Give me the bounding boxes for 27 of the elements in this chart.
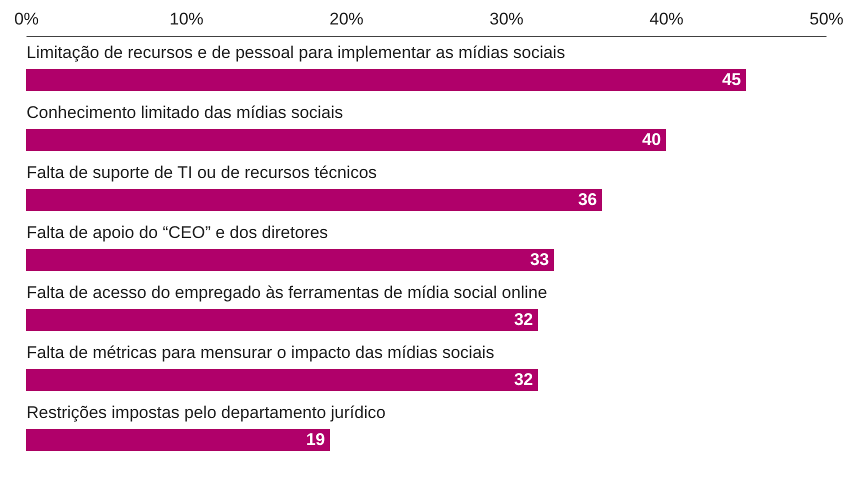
bar (26, 369, 538, 391)
y-tick-label: Falta de suporte de TI ou de recursos técnicos (26, 163, 377, 182)
x-tick-label: 10% (169, 10, 204, 28)
bar (26, 249, 554, 271)
data-label: 32 (514, 370, 533, 389)
bar (26, 69, 746, 91)
data-label: 45 (722, 70, 741, 89)
data-label: 33 (530, 250, 549, 269)
y-tick-label: Restrições impostas pelo departamento jurídico (26, 403, 386, 422)
data-label: 40 (642, 130, 661, 149)
bar (26, 129, 666, 151)
x-tick-label: 20% (329, 10, 364, 28)
data-label: 19 (306, 430, 325, 449)
data-label: 32 (514, 310, 533, 329)
bar (26, 429, 330, 451)
y-tick-label: Conhecimento limitado das mídias sociais (26, 103, 344, 122)
bar (26, 309, 538, 331)
data-label: 36 (578, 190, 597, 209)
y-tick-label: Falta de apoio do “CEO” e dos diretores (26, 223, 328, 242)
x-tick-label: 40% (649, 10, 684, 28)
y-tick-label: Falta de acesso do empregado às ferramentas de mídia social online (26, 283, 548, 302)
bar (26, 189, 602, 211)
y-tick-label: Falta de métricas para mensurar o impacto das mídias sociais (26, 343, 494, 362)
x-tick-label: 30% (489, 10, 524, 28)
y-tick-label: Limitação de recursos e de pessoal para implementar as mídias sociais (26, 43, 566, 62)
x-tick-label: 0% (14, 10, 39, 28)
x-tick-label: 50% (809, 10, 844, 28)
